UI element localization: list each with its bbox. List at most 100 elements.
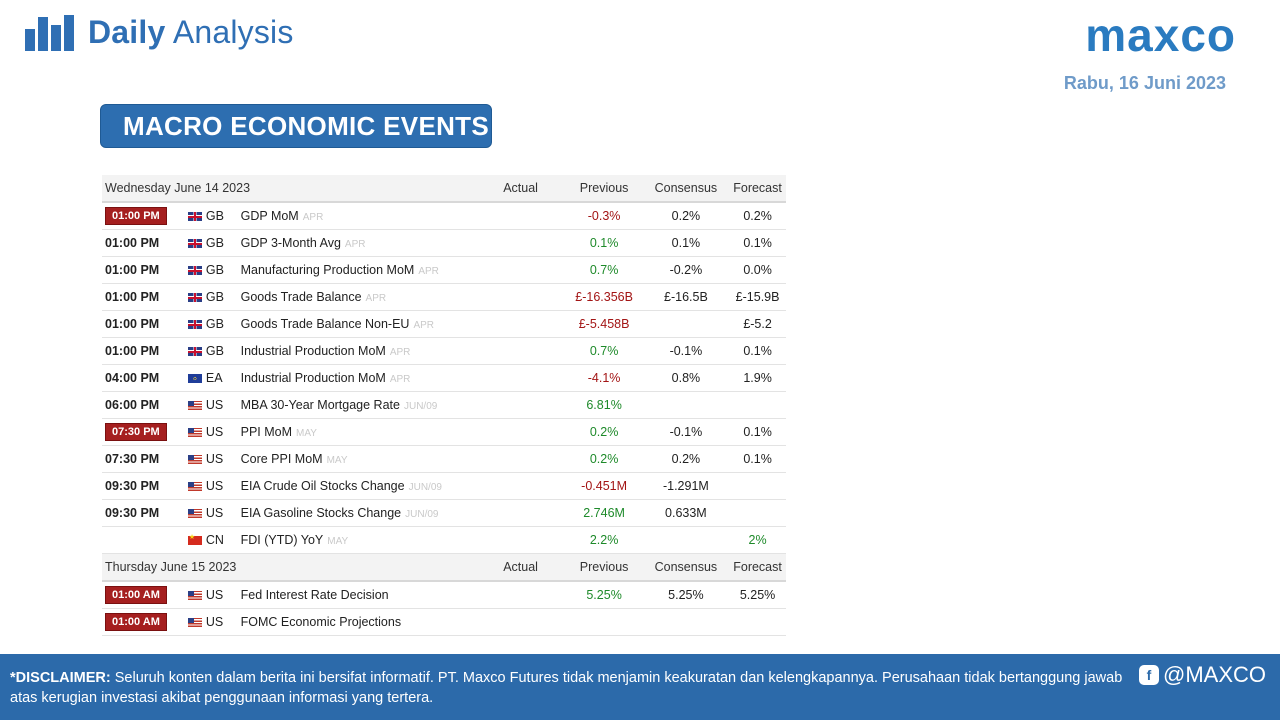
forecast-value <box>729 499 786 527</box>
table-row: 09:30 PM US EIA Crude Oil Stocks Change JUN… <box>102 472 786 500</box>
previous-value <box>565 608 643 636</box>
table-row: 07:30 PM US PPI MoM MAY 0.2% -0.1% 0.1% <box>102 418 786 446</box>
event-time: 07:30 PM <box>102 445 180 473</box>
event-period: MAY <box>326 455 348 466</box>
event-period: MAY <box>296 428 317 439</box>
forecast-value: £-15.9B <box>729 283 786 311</box>
event-time: 09:30 PM <box>102 472 180 500</box>
flag-gb-icon <box>187 347 202 357</box>
event-time-text: 01:00 AM <box>105 586 167 604</box>
country-code: GB <box>201 283 233 311</box>
consensus-value: 0.1% <box>642 229 730 257</box>
event-time-text: 01:00 AM <box>105 613 167 631</box>
event-time: 04:00 PM <box>102 364 180 392</box>
event-time-text: 01:00 PM <box>105 207 167 225</box>
disclaimer-text: Seluruh konten dalam berita ini bersifat… <box>10 670 1123 706</box>
event-name-text: EIA Gasoline Stocks Change <box>240 506 402 520</box>
event-name: PPI MoM MAY <box>232 418 476 446</box>
previous-value: 0.7% <box>565 337 643 365</box>
forecast-value: 0.0% <box>729 256 786 284</box>
event-name-text: Goods Trade Balance <box>240 290 362 304</box>
event-name-text: FDI (YTD) YoY <box>240 533 324 547</box>
event-name-text: GDP MoM <box>240 209 299 223</box>
consensus-value <box>642 608 730 636</box>
event-time: 06:00 PM <box>102 391 180 419</box>
previous-value: -0.451M <box>565 472 643 500</box>
table-row: 01:00 AM US FOMC Economic Projections <box>102 608 786 636</box>
flag-gb-icon <box>187 212 202 222</box>
flag-cell <box>179 391 202 419</box>
forecast-value: 0.1% <box>729 229 786 257</box>
day-header-row: Thursday June 15 2023 Actual Previous Conse… <box>102 553 786 582</box>
previous-value: 0.7% <box>565 256 643 284</box>
col-previous: Previous <box>565 553 643 582</box>
table-row: 01:00 AM US Fed Interest Rate Decision 5.25… <box>102 581 786 609</box>
facebook-icon: f <box>1138 665 1159 685</box>
actual-value <box>475 445 566 473</box>
event-name-text: Fed Interest Rate Decision <box>240 588 389 602</box>
event-period: JUN/09 <box>403 401 438 412</box>
event-time-text: 01:00 PM <box>105 317 160 331</box>
actual-value <box>475 283 566 311</box>
event-name: Goods Trade Balance Non-EU APR <box>232 310 476 338</box>
col-forecast: Forecast <box>729 553 786 582</box>
economic-calendar-table: Wednesday June 14 2023 Actual Previous Cons… <box>102 175 786 636</box>
country-code: GB <box>201 202 233 230</box>
forecast-value: 1.9% <box>729 364 786 392</box>
event-period: JUN/09 <box>408 482 442 493</box>
previous-value: -0.3% <box>565 202 643 230</box>
event-name-text: Core PPI MoM <box>240 452 323 466</box>
country-code: GB <box>201 229 233 257</box>
flag-cell <box>179 310 202 338</box>
event-time-text: 06:00 PM <box>105 398 160 412</box>
forecast-value: 2% <box>729 526 786 554</box>
flag-cell <box>179 581 202 609</box>
country-code: GB <box>201 337 233 365</box>
flag-us-icon <box>187 509 202 519</box>
event-name: Industrial Production MoM APR <box>232 337 476 365</box>
event-name-text: MBA 30-Year Mortgage Rate <box>240 398 400 412</box>
actual-value <box>475 472 566 500</box>
flag-cell <box>179 202 202 230</box>
event-time: 09:30 PM <box>102 499 180 527</box>
flag-cell <box>179 445 202 473</box>
event-period: APR <box>389 347 411 358</box>
event-name: Manufacturing Production MoM APR <box>232 256 476 284</box>
consensus-value: 0.633M <box>642 499 730 527</box>
flag-cell <box>179 418 202 446</box>
consensus-value: 0.2% <box>642 445 730 473</box>
bar-chart-icon <box>25 14 74 51</box>
table-row: 01:00 PM GB Goods Trade Balance Non-EU APR £… <box>102 310 786 338</box>
flag-gb-icon <box>187 239 202 249</box>
consensus-value <box>642 391 730 419</box>
consensus-value: 0.2% <box>642 202 730 230</box>
flag-cell <box>179 364 202 392</box>
actual-value <box>475 364 566 392</box>
disclaimer-footer: *DISCLAIMER: Seluruh konten dalam berita… <box>0 654 1280 720</box>
forecast-value: 5.25% <box>729 581 786 609</box>
previous-value: £-5.458B <box>565 310 643 338</box>
table-row: 01:00 PM GB Goods Trade Balance APR £-16.356… <box>102 283 786 311</box>
forecast-value: 0.1% <box>729 418 786 446</box>
social-handle-text: @MAXCO <box>1162 662 1266 687</box>
table-row: 07:30 PM US Core PPI MoM MAY 0.2% 0.2% 0.1% <box>102 445 786 473</box>
previous-value: -4.1% <box>565 364 643 392</box>
flag-ea-icon <box>187 374 202 384</box>
flag-cell <box>179 337 202 365</box>
table-row: 01:00 PM GB GDP 3-Month Avg APR 0.1% 0.1% 0.1% <box>102 229 786 257</box>
event-time: 01:00 PM <box>102 229 180 257</box>
event-name-text: Industrial Production MoM <box>240 344 386 358</box>
event-time: 01:00 PM <box>102 337 180 365</box>
country-code: GB <box>201 256 233 284</box>
social-handle: f @MAXCO <box>1138 662 1266 688</box>
flag-us-icon <box>187 428 202 438</box>
flag-gb-icon <box>187 293 202 303</box>
forecast-value <box>729 472 786 500</box>
event-period: APR <box>418 266 439 277</box>
event-time-text: 07:30 PM <box>105 452 160 466</box>
table-row: 01:00 PM GB Industrial Production MoM APR 0.… <box>102 337 786 365</box>
actual-value <box>475 256 566 284</box>
consensus-value <box>642 310 730 338</box>
event-name: MBA 30-Year Mortgage Rate JUN/09 <box>232 391 476 419</box>
